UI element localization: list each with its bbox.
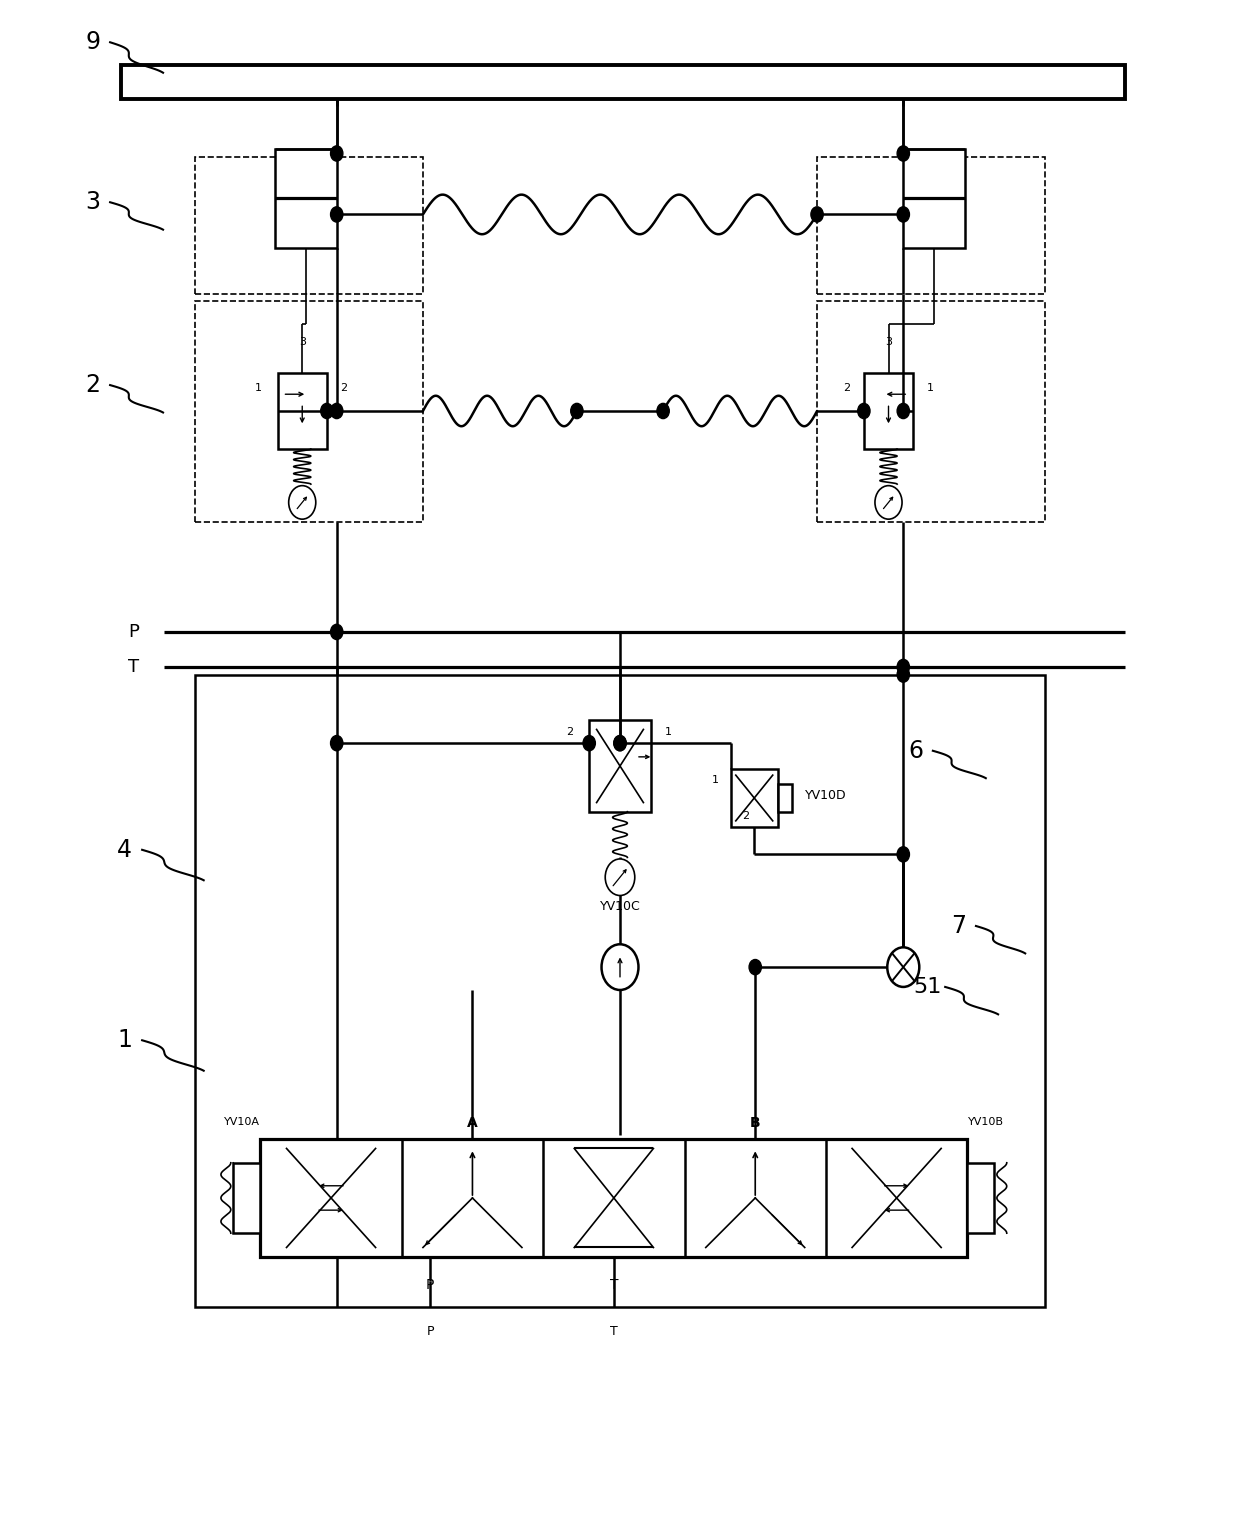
Circle shape	[331, 207, 343, 222]
Text: P: P	[128, 624, 139, 640]
Circle shape	[331, 146, 343, 161]
Text: 2: 2	[565, 728, 573, 737]
Circle shape	[897, 847, 909, 863]
Bar	[864, 372, 913, 449]
Text: 1: 1	[665, 728, 672, 737]
Circle shape	[614, 735, 626, 751]
Bar	[233, 1163, 260, 1233]
Text: P: P	[425, 1278, 434, 1291]
Bar	[195, 674, 1045, 1307]
Text: YV10C: YV10C	[600, 899, 640, 913]
Text: 1: 1	[712, 775, 718, 784]
Text: B: B	[750, 1117, 760, 1131]
Text: 6: 6	[908, 738, 923, 763]
Circle shape	[601, 944, 639, 990]
Circle shape	[570, 403, 583, 418]
Circle shape	[289, 486, 316, 519]
Circle shape	[897, 666, 909, 682]
Text: T: T	[128, 657, 139, 676]
Circle shape	[875, 486, 901, 519]
Bar	[122, 66, 1125, 98]
Text: 3: 3	[299, 337, 306, 348]
Circle shape	[897, 403, 909, 418]
Circle shape	[605, 859, 635, 896]
Text: 1: 1	[118, 1028, 133, 1052]
Bar	[730, 769, 777, 827]
Circle shape	[657, 403, 670, 418]
Text: 2: 2	[86, 374, 100, 397]
Text: 1: 1	[254, 383, 262, 394]
Circle shape	[858, 403, 870, 418]
Circle shape	[583, 735, 595, 751]
Text: T: T	[610, 1325, 618, 1337]
Circle shape	[888, 947, 919, 987]
Circle shape	[331, 403, 343, 418]
Text: 4: 4	[118, 838, 133, 863]
Text: 9: 9	[86, 31, 100, 54]
Text: 51: 51	[914, 977, 942, 997]
Text: T: T	[610, 1278, 618, 1291]
Text: 2: 2	[341, 383, 347, 394]
Bar	[589, 720, 651, 812]
Text: YV10A: YV10A	[224, 1117, 260, 1128]
Circle shape	[897, 659, 909, 674]
Text: YV10D: YV10D	[805, 789, 847, 801]
Circle shape	[811, 207, 823, 222]
Bar	[817, 302, 1045, 522]
Text: 3: 3	[885, 337, 892, 348]
Bar	[817, 156, 1045, 294]
Circle shape	[614, 735, 626, 751]
Circle shape	[897, 207, 909, 222]
Text: 2: 2	[843, 383, 851, 394]
Text: 2: 2	[742, 812, 749, 821]
Circle shape	[331, 735, 343, 751]
Text: A: A	[467, 1117, 477, 1131]
Bar	[777, 783, 792, 812]
Text: YV10B: YV10B	[967, 1117, 1004, 1128]
Bar	[195, 156, 423, 294]
Bar	[260, 1140, 967, 1256]
Text: 7: 7	[951, 915, 966, 938]
Circle shape	[897, 146, 909, 161]
Circle shape	[749, 959, 761, 974]
Text: 3: 3	[86, 190, 100, 214]
Bar	[195, 302, 423, 522]
Bar	[278, 372, 327, 449]
Bar	[967, 1163, 994, 1233]
Bar	[275, 149, 337, 248]
Text: P: P	[427, 1325, 434, 1337]
Circle shape	[331, 625, 343, 639]
Bar	[903, 149, 965, 248]
Text: 1: 1	[926, 383, 934, 394]
Circle shape	[321, 403, 334, 418]
